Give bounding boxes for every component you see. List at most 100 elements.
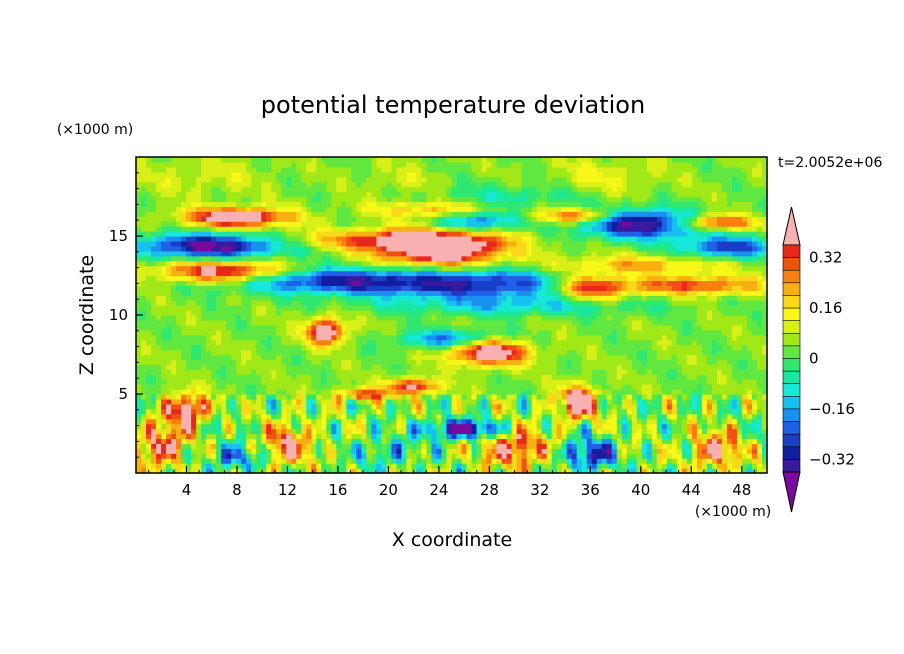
contour-cell (746, 329, 753, 336)
contour-cell (556, 453, 563, 459)
contour-cell (521, 315, 528, 321)
contour-cell (296, 433, 302, 440)
contour-cell (156, 280, 162, 286)
contour-cell (516, 275, 523, 282)
contour-cell (236, 428, 242, 435)
contour-cell (546, 408, 553, 415)
contour-cell (611, 359, 618, 365)
contour-cell (401, 413, 408, 420)
contour-cell (381, 418, 387, 425)
contour-cell (441, 453, 448, 459)
contour-cell (531, 344, 538, 351)
contour-cell (616, 413, 623, 420)
contour-cell (696, 339, 703, 346)
contour-cell (406, 389, 413, 395)
contour-cell (456, 275, 463, 282)
contour-cell (276, 433, 282, 440)
contour-cell (271, 448, 277, 454)
contour-cell (441, 394, 448, 400)
contour-cell (236, 324, 242, 331)
contour-cell (456, 423, 463, 430)
contour-cell (531, 438, 538, 444)
contour-cell (691, 443, 698, 449)
contour-cell (381, 408, 387, 415)
contour-cell (396, 433, 403, 440)
contour-cell (186, 413, 192, 420)
contour-cell (151, 300, 157, 306)
contour-cell (251, 389, 257, 395)
contour-cell (201, 310, 207, 316)
contour-cell (511, 319, 518, 326)
contour-cell (336, 374, 342, 380)
contour-cell (351, 443, 357, 449)
contour-cell (576, 285, 583, 291)
contour-cell (601, 359, 608, 365)
contour-cell (451, 285, 458, 291)
contour-cell (481, 384, 488, 390)
contour-cell (491, 374, 498, 380)
contour-cell (611, 300, 618, 306)
contour-cell (406, 423, 413, 430)
contour-cell (721, 349, 728, 356)
contour-cell (321, 315, 327, 321)
contour-cell (481, 423, 488, 430)
contour-cell (716, 315, 723, 321)
contour-cell (256, 384, 262, 390)
contour-cell (501, 285, 508, 291)
contour-cell (241, 305, 247, 311)
contour-cell (566, 423, 573, 430)
contour-cell (556, 443, 563, 449)
contour-cell (541, 403, 548, 410)
contour-cell (186, 394, 192, 400)
contour-cell (396, 403, 403, 410)
contour-cell (431, 438, 438, 444)
contour-cell (541, 428, 548, 435)
contour-cell (296, 324, 302, 331)
contour-cell (206, 285, 212, 291)
contour-cell (721, 329, 728, 336)
contour-cell (151, 364, 157, 370)
contour-cell (531, 324, 538, 331)
contour-cell (586, 329, 593, 336)
contour-cell (136, 295, 142, 301)
contour-cell (471, 275, 478, 282)
contour-cell (461, 364, 468, 370)
contour-cell (286, 295, 292, 301)
contour-cell (301, 349, 307, 356)
contour-cell (166, 428, 172, 435)
contour-cell (506, 379, 513, 385)
contour-cell (436, 398, 443, 405)
contour-cell (286, 463, 292, 469)
contour-cell (571, 334, 578, 341)
contour-cell (381, 300, 387, 306)
contour-cell (666, 364, 673, 370)
contour-cell (176, 290, 182, 296)
contour-cell (676, 290, 683, 296)
contour-cell (571, 364, 578, 370)
contour-cell (586, 300, 593, 306)
contour-cell (751, 349, 758, 356)
contour-cell (516, 468, 523, 474)
contour-cell (671, 339, 678, 346)
contour-cell (196, 408, 202, 415)
contour-cell (426, 364, 433, 370)
contour-cell (246, 408, 252, 415)
contour-cell (496, 423, 503, 430)
contour-cell (676, 359, 683, 365)
contour-cell (586, 418, 593, 425)
contour-cell (446, 403, 453, 410)
contour-cell (306, 453, 312, 459)
contour-cell (746, 458, 753, 464)
contour-cell (466, 319, 473, 326)
contour-cell (256, 458, 262, 464)
contour-cell (451, 408, 458, 415)
contour-cell (491, 280, 498, 286)
contour-cell (436, 285, 443, 291)
contour-cell (311, 448, 317, 454)
contour-cell (281, 398, 287, 405)
contour-cell (221, 319, 227, 326)
contour-cell (536, 354, 543, 361)
contour-cell (256, 438, 262, 444)
contour-cell (261, 359, 267, 365)
contour-cell (581, 315, 588, 321)
